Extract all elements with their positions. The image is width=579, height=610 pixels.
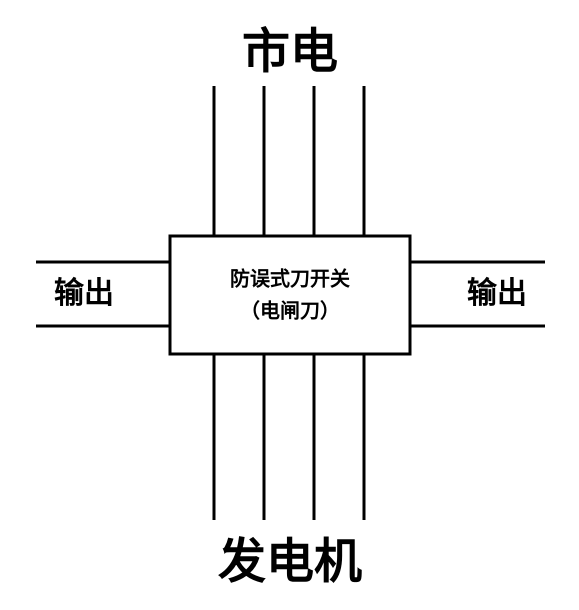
switch-diagram: 市电 发电机 输出 输出 防误式刀开关 （电闸刀） [0,0,579,610]
wires-bottom [214,354,364,520]
right-label: 输出 [467,277,527,310]
top-label: 市电 [242,26,338,79]
left-label: 输出 [54,277,114,310]
center-box [170,236,410,354]
wires-top [214,86,364,236]
center-label-line1: 防误式刀开关 [230,266,350,290]
bottom-label: 发电机 [218,536,362,589]
center-label-line2: （电闸刀） [240,299,340,322]
